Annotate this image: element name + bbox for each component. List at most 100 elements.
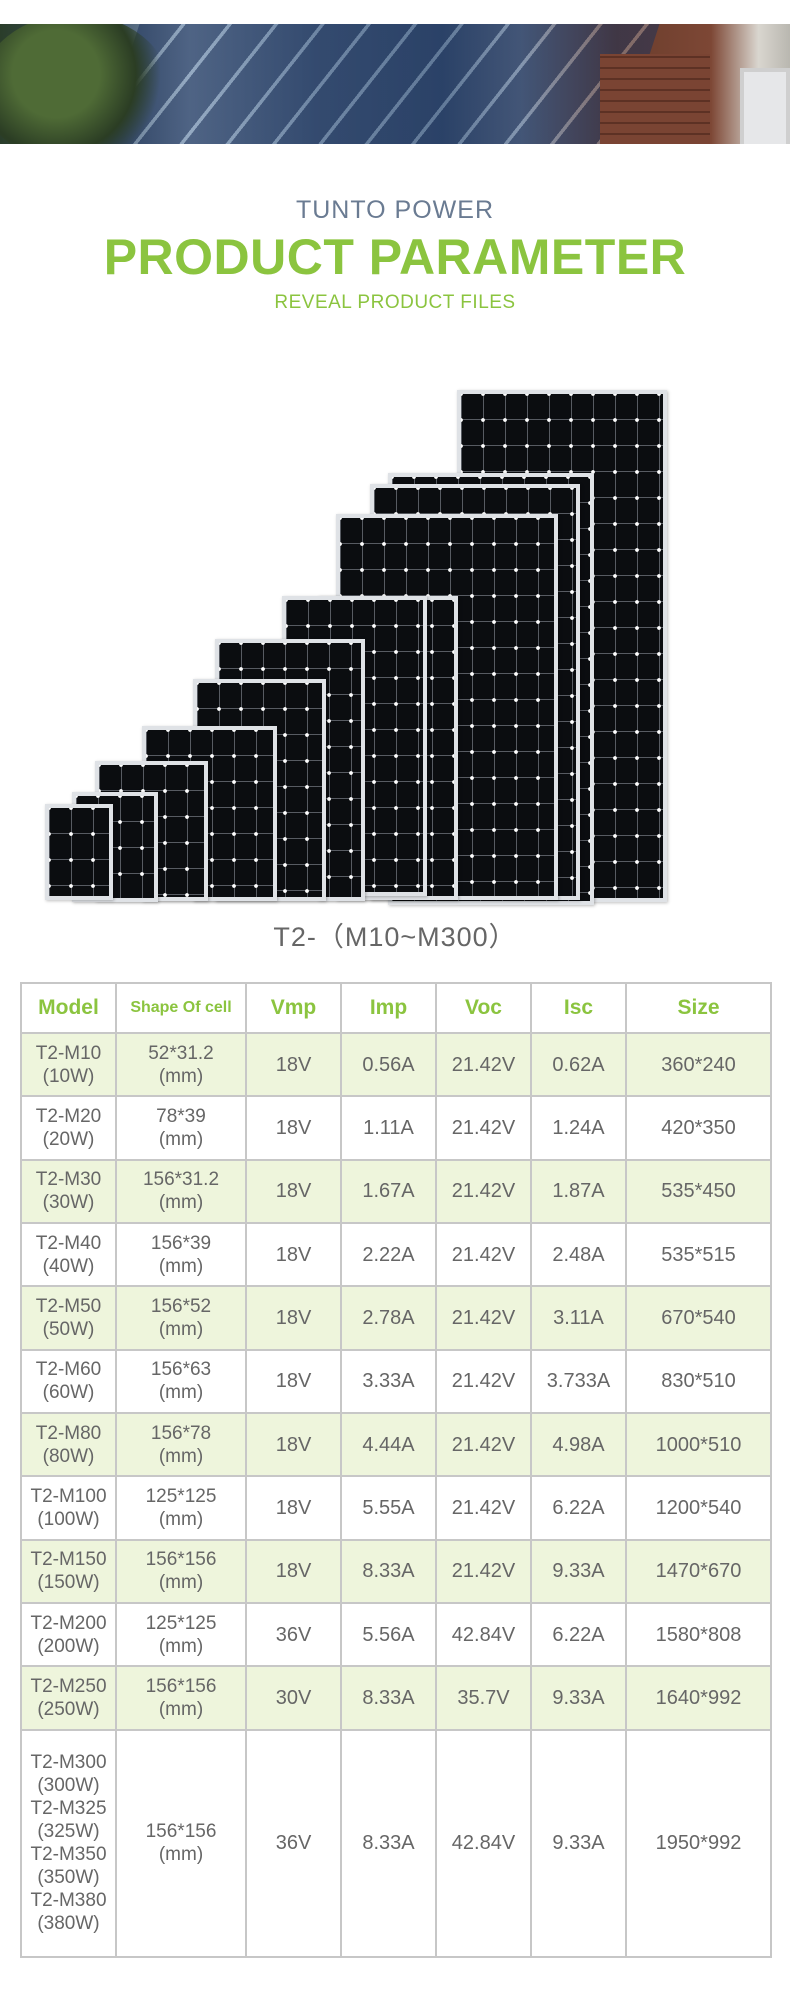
header-model: Model	[20, 982, 117, 1034]
voc-cell: 21.42V	[435, 1475, 532, 1541]
shape-of-cell-cell-line: 52*31.2	[148, 1042, 214, 1064]
vmp-cell: 30V	[245, 1665, 342, 1731]
model-cell-line: T2-M30	[35, 1169, 102, 1191]
model-cell-line: T2-M200	[30, 1612, 107, 1634]
imp-cell: 3.33A	[340, 1348, 437, 1414]
shape-of-cell-cell: 125*125 (mm)	[115, 1475, 247, 1541]
shape-of-cell-cell-line: 156*31.2	[142, 1169, 220, 1191]
model-cell: T2-M300 (300W) T2-M325 (325W) T2-M350 (350W) T…	[20, 1728, 117, 1959]
voc-cell: 21.42V	[435, 1348, 532, 1414]
isc-cell: 2.48A	[530, 1221, 627, 1288]
shape-of-cell-cell-line: (mm)	[158, 1698, 204, 1720]
imp-cell: 1.67A	[340, 1158, 437, 1224]
model-cell-line: (380W)	[37, 1913, 100, 1935]
solar-panel-lineup-image	[40, 380, 740, 905]
table-row: T2-M100 (100W) 125*125 (mm) 18V 5.55A 21.42V 6.…	[20, 1475, 772, 1541]
shape-of-cell-cell-line: 156*63	[150, 1359, 212, 1381]
table-row: T2-M20 (20W) 78*39 (mm) 18V 1.11A 21.42V 1.24A 4…	[20, 1095, 772, 1161]
voc-cell: 21.42V	[435, 1411, 532, 1478]
solar-roof-illustration	[100, 24, 660, 144]
shape-of-cell-cell-line: (mm)	[158, 1192, 204, 1214]
window-illustration	[740, 68, 790, 144]
size-cell: 1950*992	[625, 1728, 772, 1959]
isc-cell: 1.87A	[530, 1158, 627, 1224]
brick-wall-illustration	[600, 54, 710, 144]
brand-name: TUNTO POWER	[295, 196, 495, 224]
model-cell: T2-M40 (40W)	[20, 1221, 117, 1288]
shape-of-cell-cell-line: (mm)	[158, 1065, 204, 1087]
isc-cell: 3.11A	[530, 1285, 627, 1351]
model-cell-line: (50W)	[42, 1318, 95, 1340]
shape-of-cell-cell-line: 156*156	[145, 1821, 217, 1843]
shape-of-cell-cell-line: 125*125	[145, 1485, 217, 1507]
table-row: T2-M50 (50W) 156*52 (mm) 18V 2.78A 21.42V 3.11A…	[20, 1285, 772, 1351]
size-cell: 535*515	[625, 1221, 772, 1288]
table-row: T2-M150 (150W) 156*156 (mm) 18V 8.33A 21.42V 9.…	[20, 1538, 772, 1604]
isc-cell: 6.22A	[530, 1601, 627, 1668]
model-cell-line: (40W)	[42, 1255, 95, 1277]
model-cell-line: T2-M50	[35, 1295, 102, 1317]
model-cell-line: T2-M380	[30, 1890, 107, 1912]
imp-cell: 2.22A	[340, 1221, 437, 1288]
size-cell: 1200*540	[625, 1475, 772, 1541]
model-cell-line: (60W)	[42, 1382, 95, 1404]
shape-of-cell-cell: 156*156 (mm)	[115, 1665, 247, 1731]
vmp-cell: 18V	[245, 1221, 342, 1288]
model-cell: T2-M80 (80W)	[20, 1411, 117, 1478]
shape-of-cell-cell-line: (mm)	[158, 1844, 204, 1866]
isc-cell: 9.33A	[530, 1665, 627, 1731]
shape-of-cell-cell: 52*31.2 (mm)	[115, 1031, 247, 1098]
vmp-cell: 18V	[245, 1411, 342, 1478]
model-cell-line: T2-M60	[35, 1359, 102, 1381]
model-cell: T2-M20 (20W)	[20, 1095, 117, 1161]
size-cell: 1000*510	[625, 1411, 772, 1478]
shape-of-cell-cell-line: (mm)	[158, 1382, 204, 1404]
voc-cell: 21.42V	[435, 1031, 532, 1098]
isc-cell: 4.98A	[530, 1411, 627, 1478]
imp-cell: 4.44A	[340, 1411, 437, 1478]
shape-of-cell-cell-line: 156*156	[145, 1549, 217, 1571]
model-cell-line: (100W)	[37, 1508, 100, 1530]
shape-of-cell-cell-line: (mm)	[158, 1128, 204, 1150]
imp-cell: 2.78A	[340, 1285, 437, 1351]
shape-of-cell-cell-line: 156*156	[145, 1675, 217, 1697]
size-cell: 670*540	[625, 1285, 772, 1351]
vmp-cell: 18V	[245, 1538, 342, 1604]
model-cell-line: T2-M350	[30, 1844, 107, 1866]
isc-cell: 3.733A	[530, 1348, 627, 1414]
table-row: T2-M300 (300W) T2-M325 (325W) T2-M350 (350W) T…	[20, 1728, 772, 1959]
header-voc: Voc	[435, 982, 532, 1034]
tree-illustration	[0, 24, 170, 144]
imp-cell: 8.33A	[340, 1538, 437, 1604]
model-cell-line: T2-M100	[30, 1485, 107, 1507]
table-row: T2-M40 (40W) 156*39 (mm) 18V 2.22A 21.42V 2.48A…	[20, 1221, 772, 1288]
model-cell-line: (325W)	[37, 1821, 100, 1843]
hero-banner-image	[0, 24, 790, 144]
shape-of-cell-cell-line: (mm)	[158, 1445, 204, 1467]
model-cell: T2-M60 (60W)	[20, 1348, 117, 1414]
shape-of-cell-cell: 125*125 (mm)	[115, 1601, 247, 1668]
table-row: T2-M80 (80W) 156*78 (mm) 18V 4.44A 21.42V 4.98A…	[20, 1411, 772, 1478]
shape-of-cell-cell-line: 156*52	[150, 1295, 212, 1317]
vmp-cell: 36V	[245, 1728, 342, 1959]
imp-cell: 5.56A	[340, 1601, 437, 1668]
shape-of-cell-cell: 156*78 (mm)	[115, 1411, 247, 1478]
model-cell-line: T2-M300	[30, 1752, 107, 1774]
model-cell-line: T2-M40	[35, 1232, 102, 1254]
shape-of-cell-cell-line: (mm)	[158, 1508, 204, 1530]
model-cell-line: T2-M150	[30, 1549, 107, 1571]
shape-of-cell-cell-line: (mm)	[158, 1635, 204, 1657]
model-cell: T2-M200 (200W)	[20, 1601, 117, 1668]
table-row: T2-M250 (250W) 156*156 (mm) 30V 8.33A 35.7V 9.3…	[20, 1665, 772, 1731]
model-cell-line: (20W)	[42, 1128, 95, 1150]
imp-cell: 8.33A	[340, 1728, 437, 1959]
voc-cell: 21.42V	[435, 1095, 532, 1161]
voc-cell: 42.84V	[435, 1601, 532, 1668]
voc-cell: 21.42V	[435, 1285, 532, 1351]
size-cell: 535*450	[625, 1158, 772, 1224]
model-cell-line: T2-M325	[30, 1798, 107, 1820]
page-subtitle: REVEAL PRODUCT FILES	[274, 292, 516, 313]
model-cell-line: (150W)	[37, 1572, 100, 1594]
shape-of-cell-cell-line: 78*39	[156, 1105, 206, 1127]
header-size: Size	[625, 982, 772, 1034]
